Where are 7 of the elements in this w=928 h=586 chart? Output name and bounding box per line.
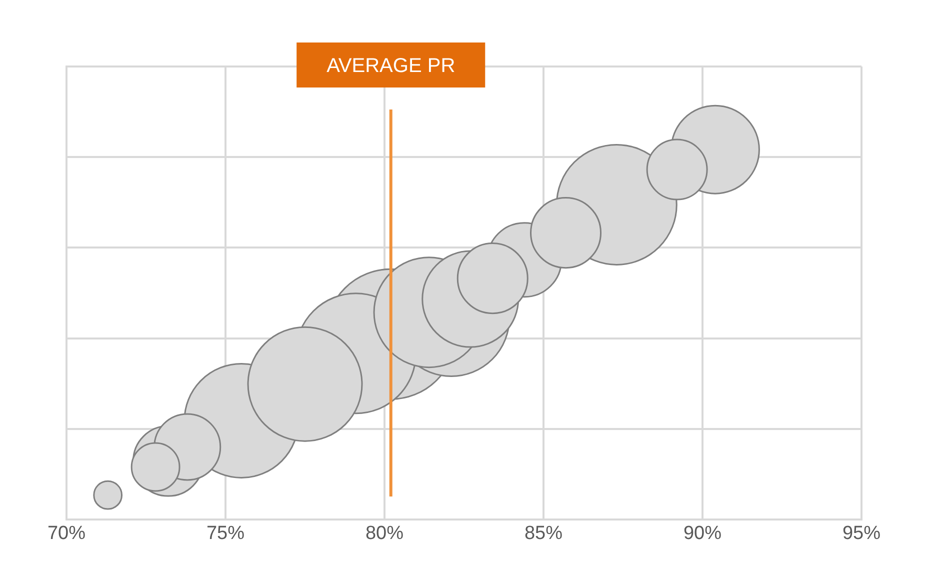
x-tick-label: 85% (524, 523, 563, 544)
x-tick-label: 90% (683, 523, 722, 544)
x-tick-label: 80% (365, 523, 404, 544)
x-tick-label: 70% (47, 523, 86, 544)
x-tick-label: 95% (842, 523, 881, 544)
ref-line-label: AVERAGE PR (326, 55, 456, 78)
x-tick-label: 75% (206, 523, 245, 544)
